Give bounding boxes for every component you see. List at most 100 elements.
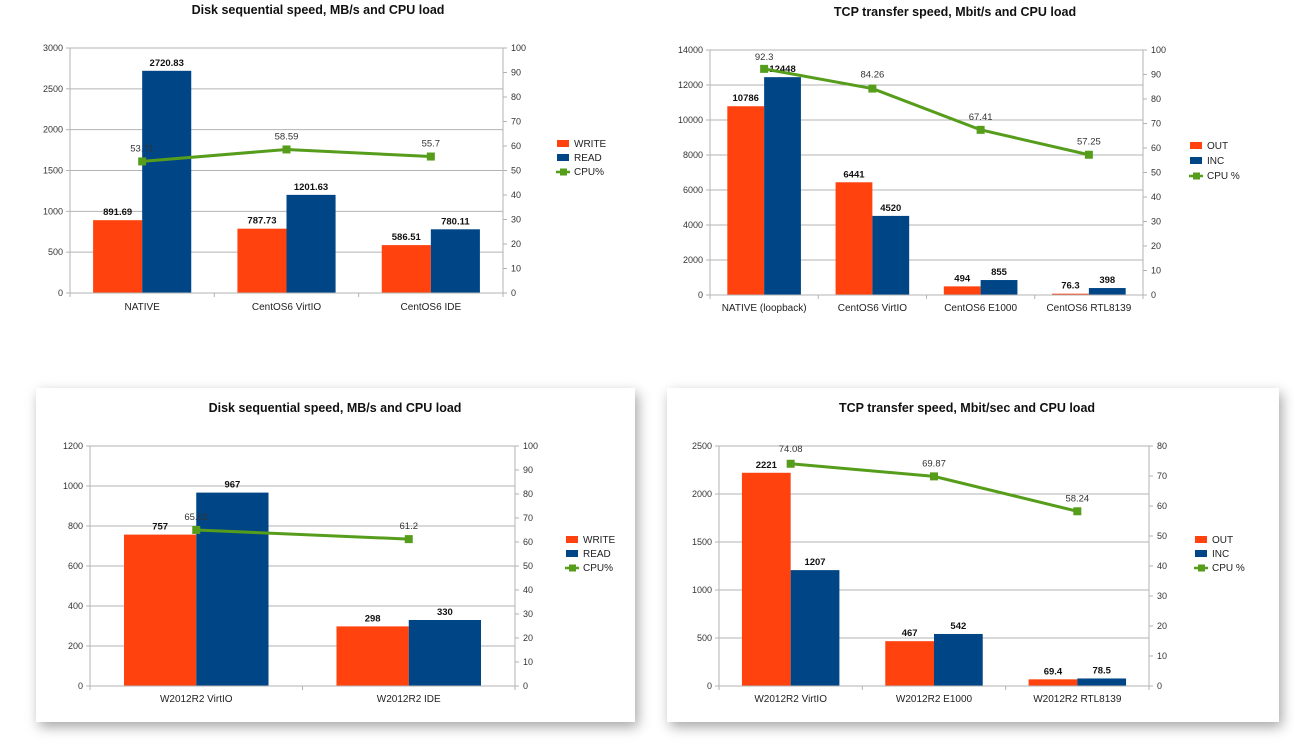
y2-tick-label: 100 bbox=[511, 43, 526, 53]
bar-inc bbox=[980, 280, 1018, 295]
chart-panel-tcp-w2012r2: TCP transfer speed, Mbit/sec and CPU loa… bbox=[667, 388, 1279, 722]
category-label: W2012R2 IDE bbox=[377, 694, 441, 705]
legend-swatch-cpu-marker bbox=[1193, 172, 1200, 180]
bar-write bbox=[124, 534, 197, 686]
category-label: W2012R2 VirtIO bbox=[754, 694, 827, 705]
bar-read bbox=[196, 492, 269, 686]
chart-svg: Disk sequential speed, MB/s and CPU load… bbox=[63, 401, 616, 705]
y-tick-label: 500 bbox=[48, 247, 63, 257]
bar-label-out: 2221 bbox=[756, 460, 778, 471]
cpu-label: 92.3 bbox=[755, 52, 774, 63]
y-tick-label: 1200 bbox=[63, 441, 83, 451]
bar-out bbox=[943, 286, 981, 295]
bar-out bbox=[727, 106, 765, 296]
cpu-label: 65.02 bbox=[184, 512, 208, 523]
chart-panel-tcp-centos: TCP transfer speed, Mbit/s and CPU load 0… bbox=[648, 0, 1294, 340]
legend: WRITE READ CPU% bbox=[565, 535, 616, 574]
bar-read bbox=[142, 70, 192, 293]
y2-tick-label: 10 bbox=[511, 264, 521, 274]
cpu-point bbox=[138, 157, 147, 166]
legend-swatch-inc bbox=[1190, 157, 1202, 164]
cpu-point bbox=[976, 125, 985, 134]
bar-inc bbox=[764, 77, 801, 295]
legend-label-write: WRITE bbox=[583, 535, 616, 546]
y2-tick-label: 10 bbox=[1151, 266, 1161, 276]
y2-tick-label: 100 bbox=[523, 441, 538, 451]
category-label: CentOS6 RTL8139 bbox=[1046, 303, 1131, 314]
bar-write bbox=[381, 245, 431, 293]
legend-label-cpu: CPU% bbox=[574, 167, 604, 178]
bar-inc bbox=[872, 215, 910, 295]
y2-tick-label: 10 bbox=[1157, 651, 1167, 661]
legend-label-inc: INC bbox=[1212, 549, 1229, 560]
y-tick-label: 1500 bbox=[43, 166, 63, 176]
legend-swatch-write bbox=[566, 536, 578, 543]
bar-label-write: 757 bbox=[152, 522, 168, 533]
y-tick-label: 500 bbox=[697, 633, 712, 643]
y2-tick-label: 0 bbox=[1157, 681, 1162, 691]
category-label: W2012R2 E1000 bbox=[896, 694, 973, 705]
y-tick-label: 0 bbox=[58, 288, 63, 298]
bar-label-read: 330 bbox=[437, 607, 453, 618]
bar-write bbox=[93, 220, 143, 293]
legend-swatch-write bbox=[557, 140, 569, 147]
bar-label-inc: 1207 bbox=[804, 557, 825, 568]
category-label: W2012R2 RTL8139 bbox=[1033, 694, 1122, 705]
y-tick-label: 6000 bbox=[683, 185, 703, 195]
bar-read bbox=[408, 620, 481, 686]
y-tick-label: 0 bbox=[698, 290, 703, 300]
legend-label-cpu: CPU% bbox=[583, 563, 613, 574]
legend: WRITE READ CPU% bbox=[556, 139, 607, 178]
bar-read bbox=[430, 229, 480, 293]
y2-tick-label: 80 bbox=[1151, 94, 1161, 104]
legend: OUT INC CPU % bbox=[1189, 141, 1240, 182]
y2-tick-label: 30 bbox=[511, 215, 521, 225]
y-tick-label: 2500 bbox=[692, 441, 712, 451]
cpu-point bbox=[930, 472, 938, 481]
y2-tick-label: 60 bbox=[1157, 501, 1167, 511]
cpu-point bbox=[868, 84, 877, 93]
y2-tick-label: 20 bbox=[523, 633, 533, 643]
y2-tick-label: 80 bbox=[523, 489, 533, 499]
legend-label-read: READ bbox=[574, 153, 602, 164]
chart-panel-disk-centos: Disk sequential speed, MB/s and CPU load… bbox=[0, 0, 645, 340]
cpu-label: 67.41 bbox=[969, 112, 993, 123]
bar-label-read: 1201.63 bbox=[294, 182, 328, 193]
cpu-line bbox=[196, 528, 409, 541]
cpu-label: 69.87 bbox=[922, 458, 946, 469]
legend-swatch-cpu-marker bbox=[569, 564, 576, 572]
y2-tick-label: 70 bbox=[511, 117, 521, 127]
y2-tick-label: 20 bbox=[511, 239, 521, 249]
y-tick-label: 4000 bbox=[683, 220, 703, 230]
legend-label-cpu: CPU % bbox=[1212, 563, 1245, 574]
cpu-label: 84.26 bbox=[860, 70, 884, 81]
category-label: NATIVE bbox=[124, 302, 160, 313]
bar-out bbox=[1028, 679, 1078, 686]
cpu-label: 58.59 bbox=[275, 131, 299, 142]
bar-label-inc: 4520 bbox=[880, 203, 901, 214]
bar-out bbox=[835, 182, 873, 295]
category-label: CentOS6 E1000 bbox=[944, 303, 1017, 314]
cpu-line bbox=[790, 462, 1078, 513]
bar-write bbox=[336, 626, 409, 686]
bar-write bbox=[237, 228, 287, 293]
y-tick-label: 1000 bbox=[692, 585, 712, 595]
y2-tick-label: 20 bbox=[1151, 241, 1161, 251]
chart-title: Disk sequential speed, MB/s and CPU load bbox=[209, 401, 462, 415]
y2-tick-label: 30 bbox=[1157, 591, 1167, 601]
y2-tick-label: 70 bbox=[523, 513, 533, 523]
legend-swatch-read bbox=[557, 154, 569, 161]
y2-tick-label: 60 bbox=[523, 537, 533, 547]
cpu-point bbox=[426, 152, 435, 161]
bar-inc bbox=[934, 633, 983, 686]
y2-tick-label: 40 bbox=[511, 190, 521, 200]
y-tick-label: 2000 bbox=[43, 125, 63, 135]
legend-swatch-inc bbox=[1195, 550, 1207, 557]
legend-swatch-out bbox=[1190, 142, 1202, 149]
y-tick-label: 14000 bbox=[678, 45, 703, 55]
y2-tick-label: 50 bbox=[523, 561, 533, 571]
bar-label-write: 586.51 bbox=[392, 232, 422, 243]
y2-tick-label: 30 bbox=[523, 609, 533, 619]
legend-label-out: OUT bbox=[1212, 535, 1233, 546]
bar-out bbox=[1052, 293, 1089, 295]
